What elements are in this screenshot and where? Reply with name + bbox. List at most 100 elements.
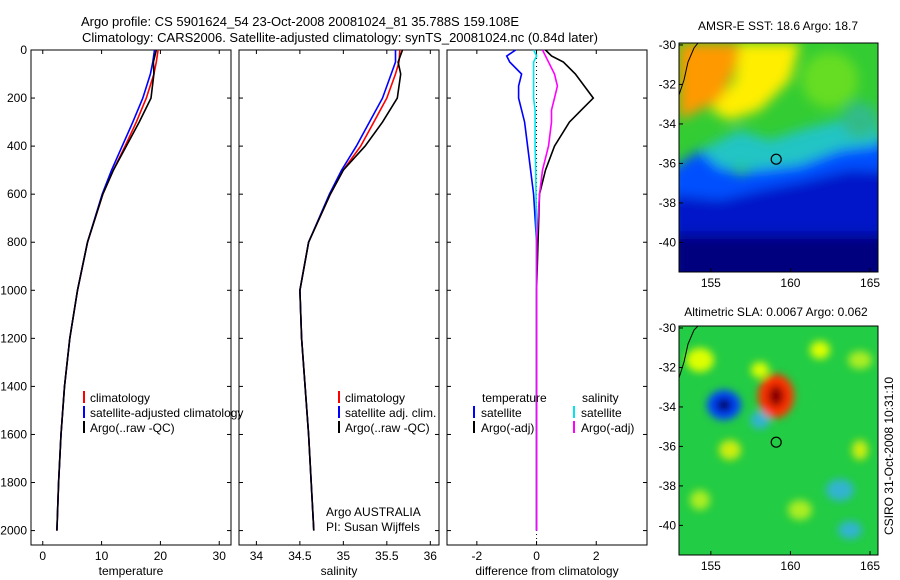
y-tick-label: 1600: [0, 427, 27, 441]
x-tick-label: 160: [780, 559, 800, 573]
y-tick-label: 200: [7, 91, 27, 105]
series-line-climatology: [299, 49, 401, 531]
sst-warm-plume: [679, 43, 740, 120]
x-tick-label: 160: [780, 276, 800, 290]
y-tick-label: 1800: [0, 476, 27, 490]
sst-yellow-band: [710, 43, 800, 120]
sla-low-anomaly-3: [838, 521, 862, 539]
legend-label-sal-satellite: satellite: [581, 406, 622, 420]
x-tick-label: 155: [701, 276, 721, 290]
sla-high-anomaly-7: [690, 490, 710, 510]
x-tick-label: 35: [337, 549, 351, 563]
y-tick-label: -34: [659, 400, 677, 414]
salinity-xlabel: salinity: [321, 564, 358, 578]
y-tick-label: 800: [7, 235, 27, 249]
series-line-argo-raw-qc-: [56, 49, 158, 531]
legend-label-climatology: climatology: [345, 391, 405, 405]
legend-label-sal-argo: Argo(-adj): [581, 421, 634, 435]
y-tick-label: -40: [659, 235, 677, 249]
temperature-panel-frame: [30, 49, 232, 546]
salinity-axes: 34 34.5 35 35.5 36: [239, 49, 439, 563]
y-tick-label: -30: [659, 321, 677, 335]
legend-label-climatology: climatology: [90, 391, 150, 405]
x-tick-label: 34.5: [288, 549, 312, 563]
difference-xlabel: difference from climatology: [475, 564, 618, 578]
x-tick-label: -2: [472, 549, 483, 563]
sst-green-patch: [802, 52, 858, 108]
x-tick-label: 155: [701, 559, 721, 573]
sla-map-frame: [678, 325, 879, 556]
salinity-legend: climatology satellite adj. clim. Argo(..…: [338, 391, 436, 435]
sla-map: [679, 326, 878, 555]
credit-label: CSIRO 31-Oct-2008 10:31:10: [882, 377, 896, 535]
figure-title-line1: Argo profile: CS 5901624_54 23-Oct-2008 …: [81, 14, 519, 29]
y-tick-label: -36: [659, 156, 677, 170]
series-line-argo-raw-qc-: [299, 49, 404, 531]
figure-title-line2: Climatology: CARS2006. Satellite-adjuste…: [82, 30, 598, 45]
x-tick-label: 20: [154, 549, 168, 563]
sla-high-anomaly-4: [751, 362, 769, 378]
sla-anticyclonic-core: [768, 385, 784, 407]
y-tick-label: 2000: [0, 524, 27, 538]
sla-cyclonic-core: [716, 398, 732, 412]
float-marker: [770, 153, 782, 165]
y-tick-label: -32: [659, 77, 677, 91]
x-tick-label: 36: [424, 549, 438, 563]
y-tick-label: 0: [20, 43, 27, 57]
temperature-legend: climatology satellite-adjusted climatolo…: [83, 391, 243, 435]
legend-header-temperature: temperature: [482, 391, 547, 405]
y-tick-label: 1000: [0, 283, 27, 297]
y-tick-label: 1200: [0, 331, 27, 345]
y-tick-label: 1400: [0, 379, 27, 393]
sla-high-anomaly-2: [810, 341, 830, 359]
sla-low-anomaly-1: [826, 479, 854, 501]
y-tick-label: -38: [659, 479, 677, 493]
sla-high-anomaly-6: [852, 440, 868, 460]
legend-label-satellite: satellite adj. clim.: [345, 406, 436, 420]
x-tick-label: 0: [39, 549, 46, 563]
sst-map-axes: 155 160 165 -30 -32 -34 -36 -38 -40: [659, 38, 881, 290]
y-tick-label: -32: [659, 360, 677, 374]
y-tick-label: 400: [7, 139, 27, 153]
legend-label-argo: Argo(..raw -QC): [345, 421, 430, 435]
legend-header-salinity: salinity: [582, 391, 619, 405]
sla-high-anomaly-8: [788, 500, 812, 520]
legend-label-satellite: satellite-adjusted climatology: [90, 406, 243, 420]
sla-high-anomaly-3: [848, 351, 872, 369]
difference-panel-frame: [446, 49, 648, 546]
temperature-axes: 0 200 400 600 800 1000 1200 1400 1600 1800 2000 0 10…: [0, 43, 231, 563]
series-line-satellite-adj-clim-: [299, 50, 397, 531]
x-tick-label: 165: [860, 276, 880, 290]
sla-map-axes: 155 160 165 -30 -32 -34 -36 -38 -40: [659, 321, 881, 573]
y-tick-label: -38: [659, 196, 677, 210]
pi-label: PI: Susan Wijffels: [326, 520, 420, 534]
series-line-temperature-satellite: [505, 49, 538, 531]
float-marker: [770, 436, 782, 448]
sst-deep-blue: [679, 170, 878, 235]
difference-axes: -2 0 2: [447, 49, 647, 563]
x-tick-label: 34: [250, 549, 264, 563]
coastline: [679, 43, 699, 96]
y-tick-label: -30: [659, 38, 677, 52]
sst-map-title: AMSR-E SST: 18.6 Argo: 18.7: [698, 19, 858, 33]
series-line-salinity-argo-adj-: [535, 49, 559, 531]
legend-label-temp-satellite: satellite: [481, 406, 522, 420]
sst-map-frame: [678, 42, 879, 273]
sst-map: [679, 43, 878, 272]
sst-teal-patch: [842, 102, 878, 138]
difference-profiles: [505, 49, 595, 531]
legend-label-temp-argo: Argo(-adj): [481, 421, 534, 435]
x-tick-label: 10: [95, 549, 109, 563]
difference-legend: temperature salinity satellite Argo(-adj…: [473, 391, 634, 435]
y-tick-label: 600: [7, 187, 27, 201]
series-line-climatology: [56, 49, 159, 531]
x-tick-label: 35.5: [375, 549, 399, 563]
sst-cyan-front: [700, 118, 878, 170]
sla-low-anomaly-2: [750, 411, 770, 429]
x-tick-label: 0: [533, 549, 540, 563]
salinity-panel-frame: [238, 49, 440, 546]
sla-high-anomaly-5: [719, 440, 741, 460]
temperature-xlabel: temperature: [99, 564, 164, 578]
x-tick-label: 2: [593, 549, 600, 563]
